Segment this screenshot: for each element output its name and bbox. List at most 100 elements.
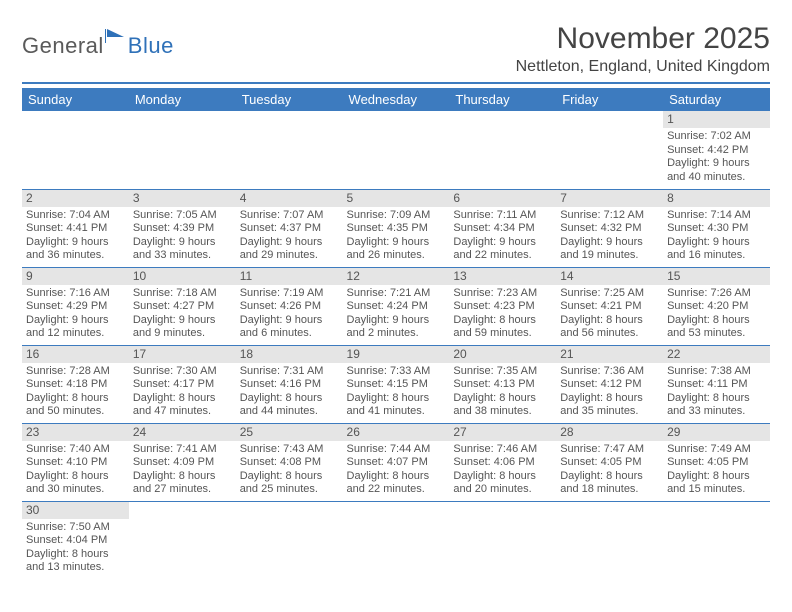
day-details: Sunrise: 7:33 AMSunset: 4:15 PMDaylight:… — [343, 363, 450, 422]
calendar-cell: 5Sunrise: 7:09 AMSunset: 4:35 PMDaylight… — [343, 189, 450, 267]
calendar-cell: 1Sunrise: 7:02 AMSunset: 4:42 PMDaylight… — [663, 111, 770, 189]
calendar-cell: 3Sunrise: 7:05 AMSunset: 4:39 PMDaylight… — [129, 189, 236, 267]
calendar-row: 2Sunrise: 7:04 AMSunset: 4:41 PMDaylight… — [22, 189, 770, 267]
calendar-cell — [556, 501, 663, 579]
calendar-cell: 6Sunrise: 7:11 AMSunset: 4:34 PMDaylight… — [449, 189, 556, 267]
calendar-cell — [663, 501, 770, 579]
calendar-cell: 15Sunrise: 7:26 AMSunset: 4:20 PMDayligh… — [663, 267, 770, 345]
day-number: 3 — [129, 190, 236, 207]
day-number: 19 — [343, 346, 450, 363]
calendar-row: 30Sunrise: 7:50 AMSunset: 4:04 PMDayligh… — [22, 501, 770, 579]
calendar-cell: 25Sunrise: 7:43 AMSunset: 4:08 PMDayligh… — [236, 423, 343, 501]
calendar-cell — [129, 111, 236, 189]
day-details: Sunrise: 7:47 AMSunset: 4:05 PMDaylight:… — [556, 441, 663, 500]
calendar-cell: 14Sunrise: 7:25 AMSunset: 4:21 PMDayligh… — [556, 267, 663, 345]
day-details: Sunrise: 7:41 AMSunset: 4:09 PMDaylight:… — [129, 441, 236, 500]
day-details: Sunrise: 7:04 AMSunset: 4:41 PMDaylight:… — [22, 207, 129, 266]
day-number: 23 — [22, 424, 129, 441]
day-details: Sunrise: 7:21 AMSunset: 4:24 PMDaylight:… — [343, 285, 450, 344]
day-details: Sunrise: 7:38 AMSunset: 4:11 PMDaylight:… — [663, 363, 770, 422]
calendar-cell: 4Sunrise: 7:07 AMSunset: 4:37 PMDaylight… — [236, 189, 343, 267]
header-rule — [22, 82, 770, 84]
calendar-cell: 28Sunrise: 7:47 AMSunset: 4:05 PMDayligh… — [556, 423, 663, 501]
calendar-row: 1Sunrise: 7:02 AMSunset: 4:42 PMDaylight… — [22, 111, 770, 189]
location: Nettleton, England, United Kingdom — [516, 58, 770, 76]
day-details: Sunrise: 7:35 AMSunset: 4:13 PMDaylight:… — [449, 363, 556, 422]
day-number: 15 — [663, 268, 770, 285]
day-number: 22 — [663, 346, 770, 363]
day-details: Sunrise: 7:36 AMSunset: 4:12 PMDaylight:… — [556, 363, 663, 422]
calendar-row: 23Sunrise: 7:40 AMSunset: 4:10 PMDayligh… — [22, 423, 770, 501]
weekday-header: Tuesday — [236, 88, 343, 111]
day-number: 2 — [22, 190, 129, 207]
day-number: 8 — [663, 190, 770, 207]
day-number: 1 — [663, 111, 770, 128]
calendar-cell — [22, 111, 129, 189]
calendar-cell: 13Sunrise: 7:23 AMSunset: 4:23 PMDayligh… — [449, 267, 556, 345]
calendar-body: 1Sunrise: 7:02 AMSunset: 4:42 PMDaylight… — [22, 111, 770, 579]
calendar-cell: 27Sunrise: 7:46 AMSunset: 4:06 PMDayligh… — [449, 423, 556, 501]
calendar-cell — [236, 501, 343, 579]
calendar-cell: 11Sunrise: 7:19 AMSunset: 4:26 PMDayligh… — [236, 267, 343, 345]
calendar-cell: 26Sunrise: 7:44 AMSunset: 4:07 PMDayligh… — [343, 423, 450, 501]
day-number: 27 — [449, 424, 556, 441]
day-details: Sunrise: 7:46 AMSunset: 4:06 PMDaylight:… — [449, 441, 556, 500]
month-title: November 2025 — [516, 22, 770, 56]
day-details: Sunrise: 7:12 AMSunset: 4:32 PMDaylight:… — [556, 207, 663, 266]
day-number: 29 — [663, 424, 770, 441]
calendar-cell — [556, 111, 663, 189]
weekday-header: Thursday — [449, 88, 556, 111]
calendar-cell — [343, 111, 450, 189]
calendar-cell: 2Sunrise: 7:04 AMSunset: 4:41 PMDaylight… — [22, 189, 129, 267]
day-number: 20 — [449, 346, 556, 363]
calendar-cell: 9Sunrise: 7:16 AMSunset: 4:29 PMDaylight… — [22, 267, 129, 345]
day-details: Sunrise: 7:23 AMSunset: 4:23 PMDaylight:… — [449, 285, 556, 344]
day-number: 26 — [343, 424, 450, 441]
calendar-cell: 21Sunrise: 7:36 AMSunset: 4:12 PMDayligh… — [556, 345, 663, 423]
day-number: 6 — [449, 190, 556, 207]
flag-icon — [104, 28, 126, 49]
day-number: 13 — [449, 268, 556, 285]
calendar-cell: 29Sunrise: 7:49 AMSunset: 4:05 PMDayligh… — [663, 423, 770, 501]
calendar-row: 9Sunrise: 7:16 AMSunset: 4:29 PMDaylight… — [22, 267, 770, 345]
day-number: 4 — [236, 190, 343, 207]
day-details: Sunrise: 7:14 AMSunset: 4:30 PMDaylight:… — [663, 207, 770, 266]
calendar-cell — [449, 111, 556, 189]
calendar-cell: 20Sunrise: 7:35 AMSunset: 4:13 PMDayligh… — [449, 345, 556, 423]
day-details: Sunrise: 7:18 AMSunset: 4:27 PMDaylight:… — [129, 285, 236, 344]
day-details: Sunrise: 7:26 AMSunset: 4:20 PMDaylight:… — [663, 285, 770, 344]
calendar-cell: 22Sunrise: 7:38 AMSunset: 4:11 PMDayligh… — [663, 345, 770, 423]
weekday-header: Saturday — [663, 88, 770, 111]
day-number: 21 — [556, 346, 663, 363]
calendar-row: 16Sunrise: 7:28 AMSunset: 4:18 PMDayligh… — [22, 345, 770, 423]
logo: General Blue — [22, 22, 174, 59]
title-block: November 2025 Nettleton, England, United… — [516, 22, 770, 76]
day-details: Sunrise: 7:44 AMSunset: 4:07 PMDaylight:… — [343, 441, 450, 500]
weekday-header: Wednesday — [343, 88, 450, 111]
day-number: 30 — [22, 502, 129, 519]
logo-text-general: General — [22, 33, 104, 59]
day-details: Sunrise: 7:16 AMSunset: 4:29 PMDaylight:… — [22, 285, 129, 344]
calendar-cell — [343, 501, 450, 579]
calendar-cell: 18Sunrise: 7:31 AMSunset: 4:16 PMDayligh… — [236, 345, 343, 423]
calendar-cell: 16Sunrise: 7:28 AMSunset: 4:18 PMDayligh… — [22, 345, 129, 423]
logo-text-blue: Blue — [128, 33, 174, 59]
day-number: 5 — [343, 190, 450, 207]
calendar-cell: 19Sunrise: 7:33 AMSunset: 4:15 PMDayligh… — [343, 345, 450, 423]
header: General Blue November 2025 Nettleton, En… — [22, 22, 770, 76]
weekday-header: Monday — [129, 88, 236, 111]
day-details: Sunrise: 7:19 AMSunset: 4:26 PMDaylight:… — [236, 285, 343, 344]
day-details: Sunrise: 7:40 AMSunset: 4:10 PMDaylight:… — [22, 441, 129, 500]
day-number: 28 — [556, 424, 663, 441]
calendar-cell: 17Sunrise: 7:30 AMSunset: 4:17 PMDayligh… — [129, 345, 236, 423]
calendar-cell — [449, 501, 556, 579]
day-details: Sunrise: 7:49 AMSunset: 4:05 PMDaylight:… — [663, 441, 770, 500]
day-details: Sunrise: 7:30 AMSunset: 4:17 PMDaylight:… — [129, 363, 236, 422]
day-details: Sunrise: 7:50 AMSunset: 4:04 PMDaylight:… — [22, 519, 129, 578]
day-number: 17 — [129, 346, 236, 363]
day-number: 7 — [556, 190, 663, 207]
day-number: 11 — [236, 268, 343, 285]
day-details: Sunrise: 7:25 AMSunset: 4:21 PMDaylight:… — [556, 285, 663, 344]
calendar-table: SundayMondayTuesdayWednesdayThursdayFrid… — [22, 88, 770, 579]
calendar-cell: 23Sunrise: 7:40 AMSunset: 4:10 PMDayligh… — [22, 423, 129, 501]
